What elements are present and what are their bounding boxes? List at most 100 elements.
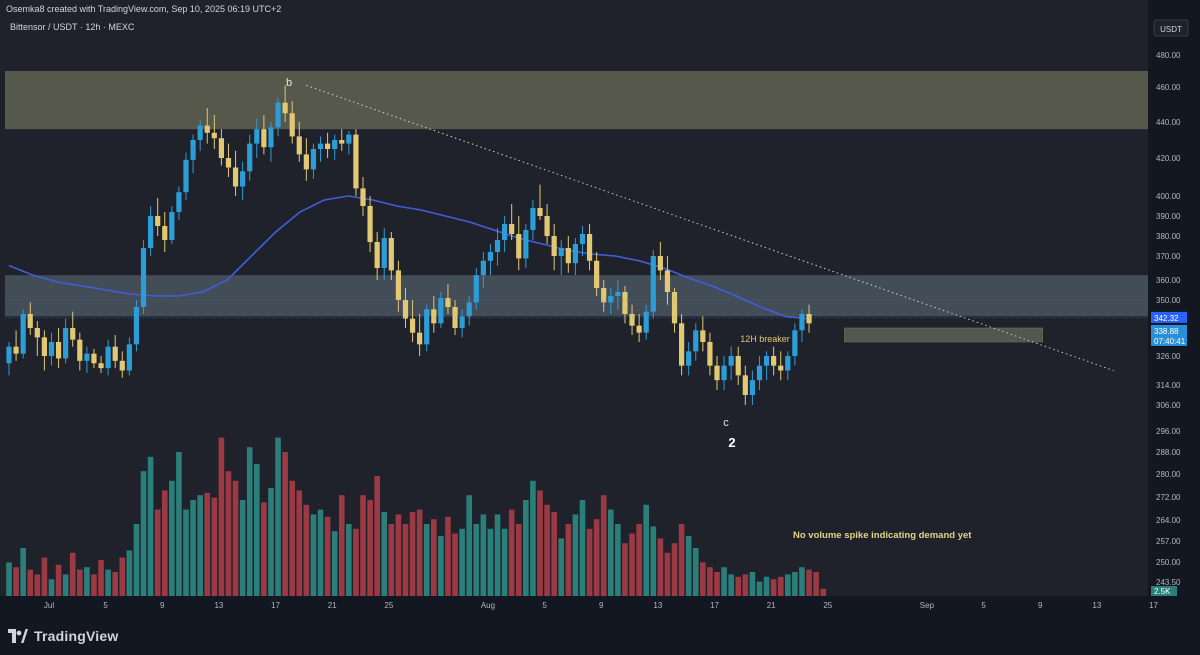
candle-body: [792, 330, 798, 356]
time-tick-label: 13: [214, 601, 223, 610]
volume-bar: [190, 500, 196, 596]
volume-bar: [289, 480, 295, 596]
price-tick-label: 250.00: [1156, 558, 1181, 567]
volume-bar: [508, 509, 515, 596]
volume-bar: [742, 574, 749, 596]
volume-bar: [27, 569, 34, 596]
volume-bar: [381, 512, 388, 596]
tradingview-logo[interactable]: TradingView: [8, 628, 118, 644]
volume-bar: [551, 512, 557, 596]
volume-bar: [374, 476, 380, 596]
candle-body: [225, 158, 232, 168]
price-tick-label: 480.00: [1156, 51, 1181, 60]
price-axis-panel: [1148, 0, 1200, 620]
volume-bar: [105, 569, 111, 596]
candle-body: [395, 270, 401, 300]
volume-value: 2.5K: [1154, 587, 1171, 596]
volume-bar: [126, 550, 133, 596]
candle-body: [261, 129, 267, 148]
price-tick-label: 280.00: [1156, 470, 1181, 479]
price-tick-label: 360.00: [1156, 276, 1181, 285]
candle-body: [190, 140, 196, 160]
candle-body: [20, 314, 26, 354]
volume-bar: [792, 572, 798, 596]
volume-bar: [317, 509, 324, 596]
price-tick-label: 380.00: [1156, 232, 1181, 241]
candle-body: [586, 234, 593, 261]
candle-body: [367, 206, 373, 242]
candle-body: [417, 332, 423, 345]
volume-bar: [169, 480, 175, 596]
wave-c-label: c: [723, 417, 729, 429]
volume-bar: [622, 543, 628, 596]
price-tick-label: 306.00: [1156, 401, 1181, 410]
volume-bar: [664, 552, 671, 596]
volume-bar: [770, 579, 777, 596]
volume-bar: [41, 557, 48, 596]
price-tick-label: 296.00: [1156, 427, 1181, 436]
candle-body: [48, 342, 55, 356]
volume-bar: [310, 514, 317, 596]
volume-bar: [438, 536, 444, 596]
candle-body: [197, 125, 203, 140]
candle-body: [63, 328, 69, 359]
volume-bar: [671, 543, 678, 596]
candle-body: [693, 330, 699, 352]
candle-body: [636, 325, 642, 333]
candle-body: [799, 314, 805, 331]
volume-bar: [91, 574, 97, 596]
candle-body: [6, 346, 12, 364]
price-tick-label: 390.00: [1156, 212, 1181, 221]
volume-bar: [544, 504, 550, 596]
currency-label: USDT: [1160, 25, 1182, 34]
footer-bar: TradingView: [0, 620, 1200, 655]
volume-bar: [331, 531, 338, 596]
volume-bar: [678, 524, 685, 596]
chart-canvas[interactable]: b c 2 12H breaker No volume spike indicating…: [0, 0, 1200, 620]
volume-bar: [487, 528, 494, 596]
volume-bar: [777, 576, 784, 596]
candle-body: [296, 136, 302, 155]
volume-bar: [119, 557, 126, 596]
candle-body: [13, 346, 19, 354]
candle-body: [402, 300, 409, 319]
candle-body: [339, 140, 345, 144]
candle-body: [516, 234, 522, 259]
volume-bar: [77, 569, 83, 596]
volume-bar: [84, 567, 90, 596]
price-tick-label: 370.00: [1156, 252, 1181, 261]
volume-bar: [232, 480, 239, 596]
volume-bar: [735, 576, 742, 596]
volume-bar: [353, 528, 359, 596]
price-tick-label: 400.00: [1156, 192, 1181, 201]
candle-body: [388, 238, 394, 271]
volume-bar: [360, 495, 366, 596]
volume-bar: [225, 471, 232, 596]
candle-body: [480, 260, 486, 276]
wave-2-label: 2: [728, 435, 735, 450]
volume-bar: [657, 538, 664, 596]
volume-bar: [6, 562, 12, 596]
candle-body: [558, 248, 564, 256]
volume-bar: [756, 581, 763, 596]
candle-body: [325, 143, 331, 149]
time-tick-label: 9: [599, 601, 604, 610]
time-tick-label: 5: [103, 601, 108, 610]
candle-body: [254, 129, 260, 144]
candle-body: [806, 314, 812, 324]
price-tick-label: 272.00: [1156, 493, 1181, 502]
volume-bar: [714, 572, 720, 596]
volume-bar: [530, 480, 536, 596]
time-tick-label: 9: [1038, 601, 1043, 610]
candle-body: [126, 344, 132, 371]
price-tick-label: 326.00: [1156, 352, 1181, 361]
volume-bar: [494, 514, 501, 596]
volume-bar: [820, 588, 826, 596]
candle-body: [176, 192, 182, 212]
candle-body: [785, 356, 791, 371]
volume-bar: [749, 572, 756, 596]
volume-bar: [239, 500, 246, 596]
wave-b-label: b: [286, 77, 292, 89]
volume-badge: [1151, 586, 1177, 596]
price-tick-label: 440.00: [1156, 118, 1181, 127]
